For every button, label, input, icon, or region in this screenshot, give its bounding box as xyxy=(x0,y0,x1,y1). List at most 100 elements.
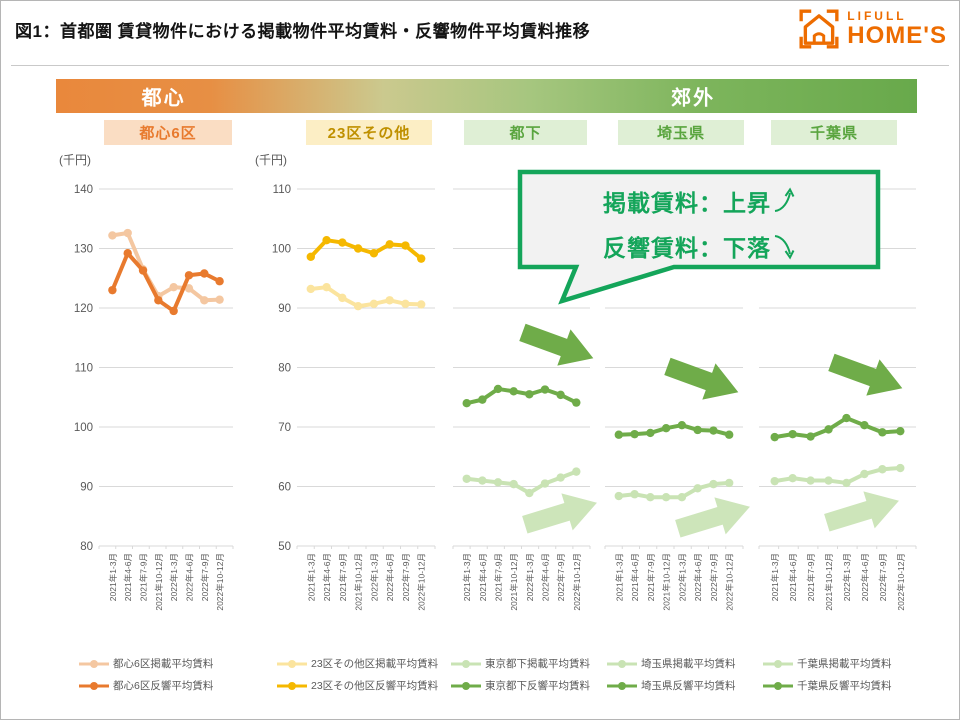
legend-item: 東京都下反響平均賃料 xyxy=(451,678,590,693)
logo-house-icon xyxy=(799,9,839,49)
data-point xyxy=(556,473,565,482)
urban-suburban-gradient-banner: 都心 郊外 xyxy=(56,79,917,113)
y-tick-label: 120 xyxy=(74,303,93,315)
legend-column: 23区その他区掲載平均賃料 23区その他区反響平均賃料 xyxy=(277,656,438,693)
data-point xyxy=(462,399,471,408)
x-tick-label: 2022年10-12月 xyxy=(417,553,427,611)
data-point xyxy=(306,252,315,262)
data-point xyxy=(123,249,132,258)
data-point xyxy=(630,490,639,499)
data-point xyxy=(525,488,534,498)
data-point xyxy=(417,254,426,263)
data-point xyxy=(806,476,815,485)
data-point xyxy=(353,244,363,253)
y-tick-label: 140 xyxy=(74,184,93,196)
legend-item-label: 千葉県反響平均賃料 xyxy=(797,680,892,692)
x-tick-label: 2021年4-6月 xyxy=(630,553,640,601)
banner-label-suburban: 郊外 xyxy=(671,87,716,110)
x-tick-label: 2021年10-12月 xyxy=(354,553,364,611)
x-tick-label: 2022年4-6月 xyxy=(184,553,194,601)
legend-marker-icon xyxy=(763,659,793,668)
data-point xyxy=(401,299,410,309)
data-point xyxy=(788,473,797,483)
legend-marker-icon xyxy=(79,681,109,690)
region-chip: 23区その他 xyxy=(306,120,432,145)
data-point xyxy=(417,300,426,309)
data-point xyxy=(630,429,639,439)
y-tick-label: 60 xyxy=(278,482,291,494)
data-point xyxy=(215,277,224,286)
legend-marker-icon xyxy=(763,681,793,690)
legend-item: 千葉県掲載平均賃料 xyxy=(763,656,892,671)
x-tick-label: 2021年1-3月 xyxy=(306,553,316,601)
legend-marker-icon xyxy=(607,681,637,690)
x-tick-label: 2022年1-3月 xyxy=(525,553,535,601)
y-tick-label: 130 xyxy=(74,244,93,256)
region-chip: 千葉県 xyxy=(771,120,897,145)
y-tick-label: 70 xyxy=(278,422,291,434)
x-tick-label: 2021年1-3月 xyxy=(462,553,472,601)
legend-item: 23区その他区反響平均賃料 xyxy=(277,678,438,693)
legend-item-label: 埼玉県反響平均賃料 xyxy=(641,680,736,692)
data-point xyxy=(709,426,718,435)
legend-marker-icon xyxy=(277,659,307,668)
data-point xyxy=(725,478,734,488)
data-point xyxy=(725,430,734,439)
series-line xyxy=(110,231,222,303)
rising-curve-arrow-icon xyxy=(774,187,795,212)
data-point xyxy=(169,306,178,316)
data-point xyxy=(860,469,869,479)
unit-label-left: (千円) xyxy=(59,153,91,167)
y-tick-label: 100 xyxy=(272,244,291,256)
data-point xyxy=(215,295,224,304)
legend-item-label: 埼玉県掲載平均賃料 xyxy=(641,658,736,670)
legend-item-label: 23区その他区反響平均賃料 xyxy=(311,680,439,692)
x-tick-label: 2022年7-9月 xyxy=(556,553,566,601)
banner-label-urban: 都心 xyxy=(141,87,186,110)
unit-label-right: (千円) xyxy=(255,153,287,167)
x-tick-label: 2021年7-9月 xyxy=(806,553,816,601)
y-tick-label: 80 xyxy=(80,541,93,553)
data-point xyxy=(709,479,718,489)
data-point xyxy=(154,296,163,305)
x-tick-label: 2022年4-6月 xyxy=(540,553,550,601)
data-point xyxy=(169,282,178,292)
x-tick-label: 2021年10-12月 xyxy=(662,553,672,611)
data-point xyxy=(878,428,887,437)
x-tick-label: 2021年10-12月 xyxy=(154,553,164,611)
x-tick-label: 2021年4-6月 xyxy=(322,553,332,601)
callout-bubble: 掲載賃料：上昇 反響賃料：下落 xyxy=(514,168,886,308)
data-point xyxy=(806,432,815,441)
data-point xyxy=(677,421,687,430)
data-point xyxy=(462,474,471,483)
x-tick-label: 2022年1-3月 xyxy=(169,553,179,601)
data-point xyxy=(770,432,779,442)
x-tick-label: 2022年4-6月 xyxy=(385,553,395,601)
callout-line1: 掲載賃料：上昇 xyxy=(603,190,771,216)
data-point xyxy=(200,269,209,278)
legend-marker-icon xyxy=(451,681,481,690)
data-point xyxy=(614,491,623,501)
data-point xyxy=(123,228,132,238)
x-tick-label: 2021年4-6月 xyxy=(788,553,798,601)
data-point xyxy=(509,387,518,396)
data-point xyxy=(385,240,394,249)
region-chip: 埼玉県 xyxy=(618,120,744,145)
legend-item-label: 東京都下掲載平均賃料 xyxy=(485,658,590,670)
x-tick-label: 2022年4-6月 xyxy=(860,553,870,601)
x-tick-label: 2021年4-6月 xyxy=(123,553,133,601)
logo-text-lifull: LIFULL xyxy=(847,9,907,23)
x-tick-label: 2021年7-9月 xyxy=(494,553,504,601)
data-point xyxy=(878,465,887,474)
legend-item: 都心6区反響平均賃料 xyxy=(79,678,213,693)
legend-marker-icon xyxy=(277,681,307,690)
callout-bubble-shape xyxy=(517,169,881,305)
y-tick-label: 110 xyxy=(75,363,93,375)
x-tick-label: 2021年1-3月 xyxy=(770,553,780,601)
data-point xyxy=(108,231,117,240)
x-tick-label: 2021年7-9月 xyxy=(139,553,149,601)
legend-item: 千葉県反響平均賃料 xyxy=(763,678,892,693)
data-point xyxy=(306,284,315,294)
data-point xyxy=(385,296,394,305)
